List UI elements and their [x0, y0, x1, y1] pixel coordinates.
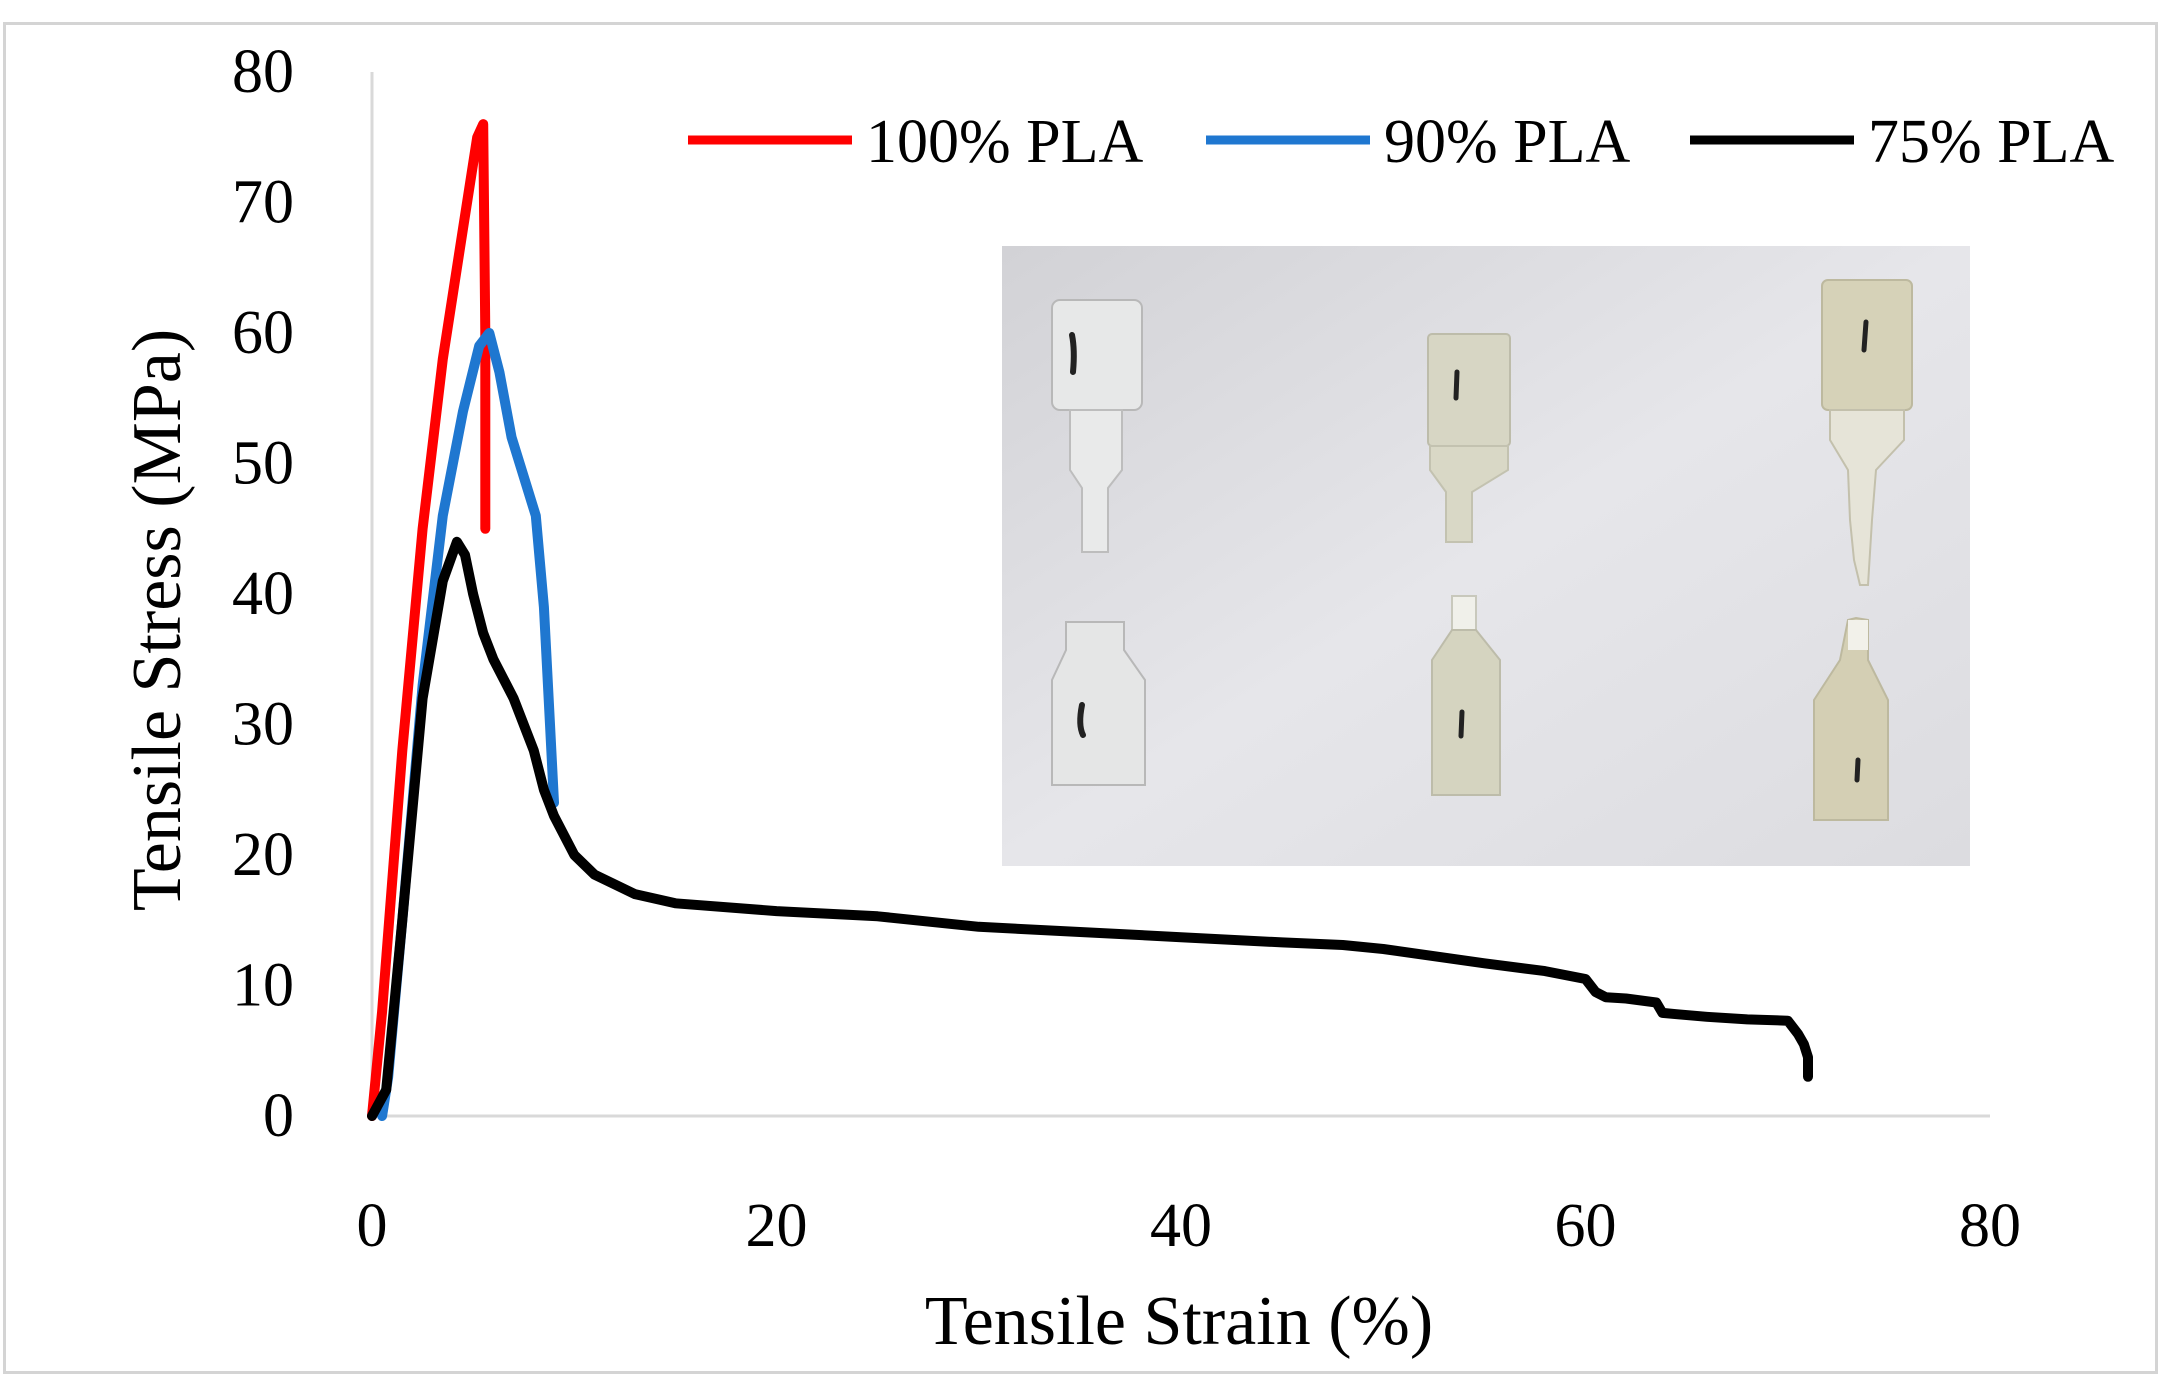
y-tick-labels: 0 10 20 30 40 50 60 70 80 — [232, 38, 294, 1150]
series-line-75-pla — [367, 536, 1813, 1121]
figure-frame — [3, 22, 2158, 1374]
legend: 100% PLA 90% PLA 75% PLA — [688, 108, 2115, 176]
y-tick-label: 30 — [232, 691, 294, 759]
series-line-100-pla — [367, 119, 491, 1121]
y-axis-title: Tensile Stress (MPa) — [119, 329, 196, 911]
specimen-90-top — [1427, 333, 1511, 543]
specimen-90-bottom — [1431, 595, 1501, 796]
specimen-100-top — [1051, 299, 1143, 553]
y-tick-label: 0 — [263, 1082, 294, 1150]
y-tick-label: 70 — [232, 169, 294, 237]
x-tick-label: 20 — [746, 1192, 808, 1260]
specimen-75-top — [1821, 279, 1913, 586]
x-tick-label: 60 — [1555, 1192, 1617, 1260]
legend-label-100-pla: 100% PLA — [866, 108, 1144, 176]
y-tick-label: 60 — [232, 299, 294, 367]
specimen-100-bottom — [1051, 621, 1146, 786]
series-lines — [367, 119, 1813, 1121]
specimen-75-bottom — [1813, 616, 1889, 821]
specimen-photo — [1002, 246, 1970, 866]
y-tick-label: 10 — [232, 952, 294, 1020]
x-tick-labels: 0 20 40 60 80 — [357, 1192, 2022, 1260]
legend-label-75-pla: 75% PLA — [1868, 108, 2115, 176]
legend-label-90-pla: 90% PLA — [1384, 108, 1631, 176]
y-tick-label: 40 — [232, 560, 294, 628]
y-tick-label: 80 — [232, 38, 294, 106]
y-tick-label: 20 — [232, 821, 294, 889]
x-tick-label: 80 — [1959, 1192, 2021, 1260]
x-tick-label: 0 — [357, 1192, 388, 1260]
y-tick-label: 50 — [232, 430, 294, 498]
x-tick-label: 40 — [1150, 1192, 1212, 1260]
x-axis-title: Tensile Strain (%) — [925, 1283, 1433, 1360]
